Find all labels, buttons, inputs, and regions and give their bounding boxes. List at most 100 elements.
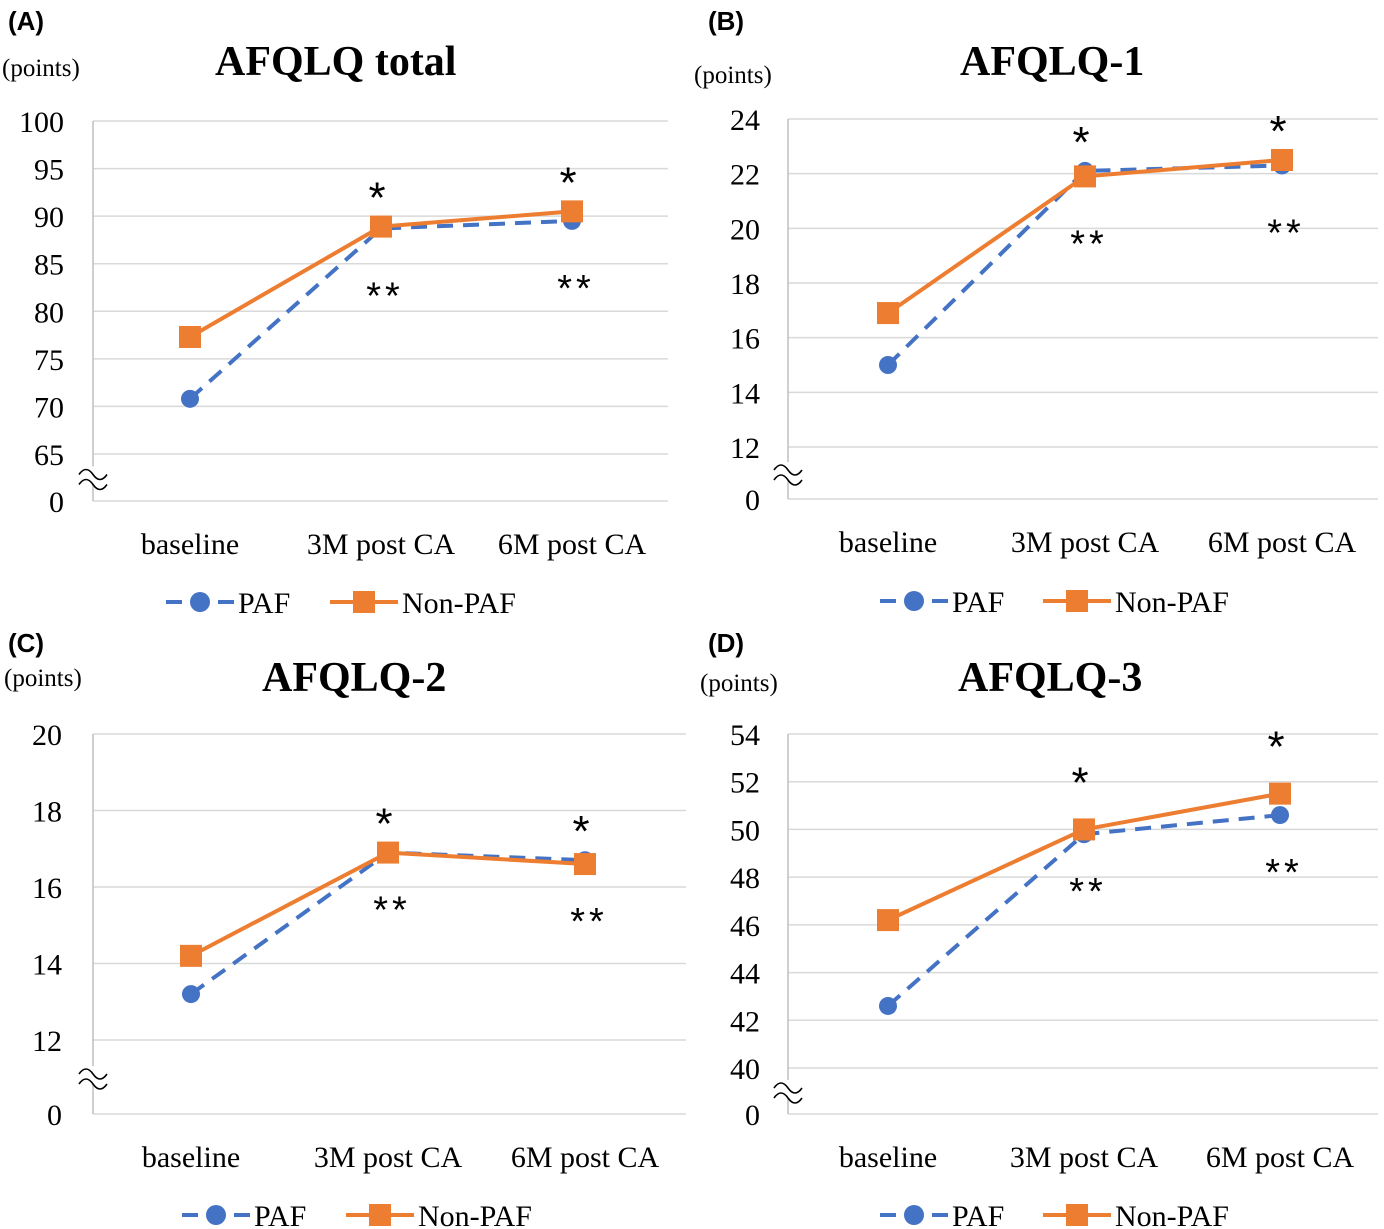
y-tick-label: 52: [730, 767, 760, 800]
significance-marker-below: **: [1070, 223, 1108, 265]
panel-label: (A): [8, 6, 45, 36]
chart-title: AFQLQ-3: [958, 655, 1143, 701]
y-tick-label: 14: [730, 377, 760, 410]
y-tick-label: 95: [34, 154, 64, 187]
chart-panel-c: 0 12 14 16 18 20 baseline 3M post CA 6M post CA *…: [0, 614, 692, 1229]
y-tick-label: 20: [730, 213, 760, 246]
data-point-non-paf: [561, 200, 583, 223]
axis-break-icon: [773, 1092, 803, 1104]
y-tick-label: 14: [32, 949, 62, 982]
data-point-non-paf: [1073, 818, 1095, 841]
significance-marker-below: **: [1265, 852, 1303, 894]
y-axis-unit-label: (points): [4, 665, 82, 692]
significance-marker-below: **: [366, 276, 404, 318]
legend-label: Non-PAF: [1115, 1200, 1229, 1229]
panel-label: (C): [8, 628, 45, 658]
series-line-paf: [188, 218, 573, 401]
data-point-non-paf: [877, 909, 899, 932]
y-tick-label: 16: [730, 323, 760, 356]
y-tick-label: 0: [47, 1099, 62, 1132]
legend-marker-circle: [206, 1205, 226, 1225]
significance-marker-above: *: [1269, 107, 1286, 156]
significance-marker-below: **: [1267, 212, 1305, 254]
legend-label: Non-PAF: [1115, 586, 1229, 614]
data-point-non-paf: [180, 944, 202, 967]
chart-svg-d: 0 40 42 44 46 48 50 52 54 baseline 3M post CA 6M po…: [730, 719, 1378, 1229]
x-category-label: 3M post CA: [314, 1141, 463, 1174]
legend-marker-square: [369, 1204, 391, 1226]
data-point-non-paf: [377, 841, 399, 864]
data-point-non-paf: [574, 853, 596, 876]
x-category-label: 6M post CA: [511, 1141, 660, 1174]
axis-break-icon: [78, 1078, 108, 1090]
legend-marker-square: [1066, 590, 1088, 612]
chart-panel-d: 0 40 42 44 46 48 50 52 54 baseline 3M post CA 6M po…: [692, 614, 1384, 1229]
y-tick-label: 12: [730, 432, 760, 465]
significance-marker-below: **: [570, 901, 608, 943]
y-tick-label: 0: [745, 484, 760, 517]
x-category-label: 6M post CA: [498, 528, 647, 561]
y-tick-label: 40: [730, 1053, 760, 1086]
y-tick-label: 16: [32, 872, 62, 905]
axis-break-icon: [78, 468, 108, 481]
significance-marker-above: *: [375, 800, 392, 849]
y-tick-label: 70: [34, 391, 64, 424]
x-category-label: 6M post CA: [1208, 526, 1357, 559]
y-tick-label: 65: [34, 439, 64, 472]
legend-label: PAF: [238, 587, 290, 614]
data-point-non-paf: [877, 302, 899, 325]
x-category-label: 3M post CA: [1010, 1141, 1159, 1174]
y-axis-unit-label: (points): [700, 670, 778, 697]
x-category-label: 3M post CA: [307, 528, 456, 561]
y-tick-label: 90: [34, 201, 64, 234]
y-tick-label: 22: [730, 159, 760, 192]
y-tick-label: 20: [32, 719, 62, 752]
x-category-label: 6M post CA: [1206, 1141, 1355, 1174]
chart-svg-c: 0 12 14 16 18 20 baseline 3M post CA 6M post CA *…: [32, 719, 686, 1229]
y-tick-label: 54: [730, 719, 760, 752]
series-line-paf: [886, 163, 1283, 367]
y-tick-label: 18: [730, 268, 760, 301]
axis-break-icon: [78, 478, 108, 491]
y-tick-label: 12: [32, 1025, 62, 1058]
x-category-label: baseline: [141, 528, 239, 561]
y-tick-label: 100: [19, 106, 64, 139]
y-tick-label: 75: [34, 344, 64, 377]
legend-label: Non-PAF: [418, 1200, 532, 1229]
y-tick-label: 48: [730, 862, 760, 895]
data-point-non-paf: [1269, 782, 1291, 805]
axis-break-icon: [78, 1068, 108, 1080]
chart-panel-b: 0 12 14 16 18 20 22 24 baseline 3M post CA 6M post…: [692, 0, 1384, 614]
x-category-label: baseline: [839, 526, 937, 559]
legend-label: PAF: [952, 1200, 1004, 1229]
data-point-non-paf: [370, 215, 392, 238]
chart-panel-a: 0 65 70 75 80 85 90 95 100 baseline 3M post CA 6M p…: [0, 0, 692, 614]
y-tick-label: 44: [730, 958, 760, 991]
y-tick-label: 46: [730, 910, 760, 943]
y-tick-label: 0: [745, 1099, 760, 1132]
axis-break-icon: [773, 464, 803, 476]
significance-marker-above: *: [572, 807, 589, 856]
significance-marker-above: *: [1072, 118, 1089, 167]
legend-marker-circle: [904, 591, 924, 611]
legend-marker-square: [353, 591, 375, 613]
legend-marker-circle: [904, 1205, 924, 1225]
chart-svg-b: 0 12 14 16 18 20 22 24 baseline 3M post CA 6M post…: [730, 104, 1378, 614]
data-point-paf: [1271, 806, 1289, 825]
significance-marker-below: **: [373, 890, 411, 932]
data-point-non-paf: [1074, 165, 1096, 188]
significance-marker-above: *: [368, 174, 385, 223]
legend-label: PAF: [254, 1200, 306, 1229]
significance-marker-above: *: [559, 158, 576, 207]
legend-label: PAF: [952, 586, 1004, 614]
y-tick-label: 42: [730, 1005, 760, 1038]
x-category-label: baseline: [839, 1141, 937, 1174]
y-axis-unit-label: (points): [694, 62, 772, 89]
data-point-paf: [879, 996, 897, 1015]
legend-marker-circle: [190, 592, 210, 612]
y-tick-label: 50: [730, 814, 760, 847]
y-tick-label: 0: [49, 486, 64, 519]
panel-label: (D): [708, 628, 745, 658]
data-point-paf: [182, 985, 200, 1004]
significance-marker-above: *: [1267, 723, 1284, 772]
